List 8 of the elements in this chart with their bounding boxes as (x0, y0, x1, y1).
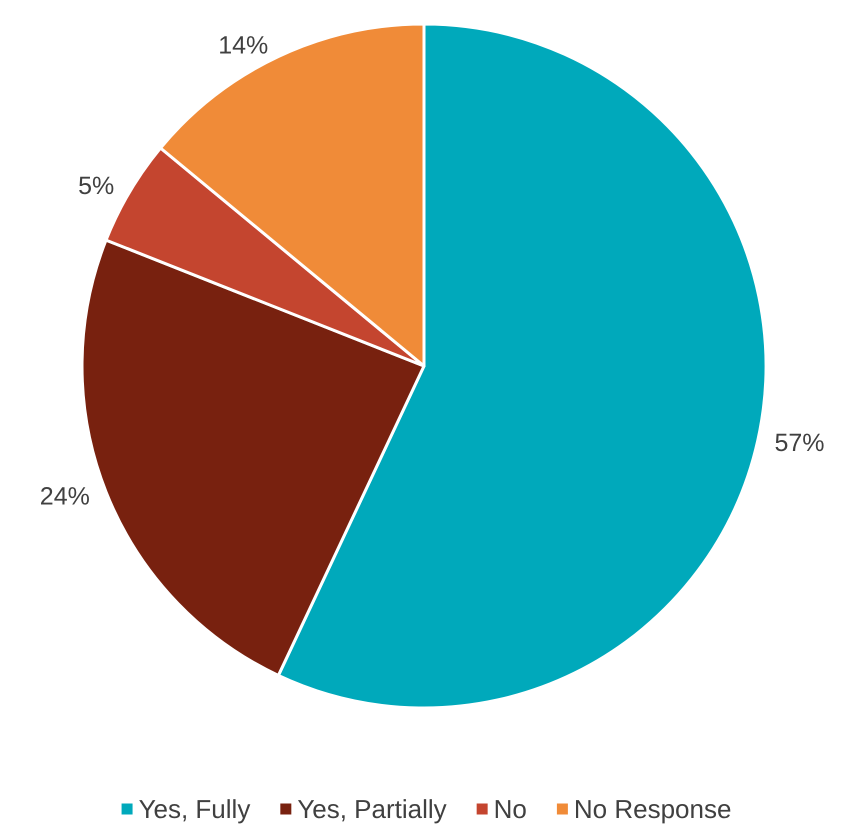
data-label: 14% (218, 32, 268, 60)
data-label: 5% (78, 172, 114, 200)
legend-label: Yes, Partially (297, 794, 447, 824)
data-label: 24% (40, 482, 90, 510)
legend-label: No Response (574, 794, 732, 824)
legend-label: No (494, 794, 527, 824)
data-label: 57% (774, 429, 825, 458)
legend-label: Yes, Fully (138, 794, 250, 824)
